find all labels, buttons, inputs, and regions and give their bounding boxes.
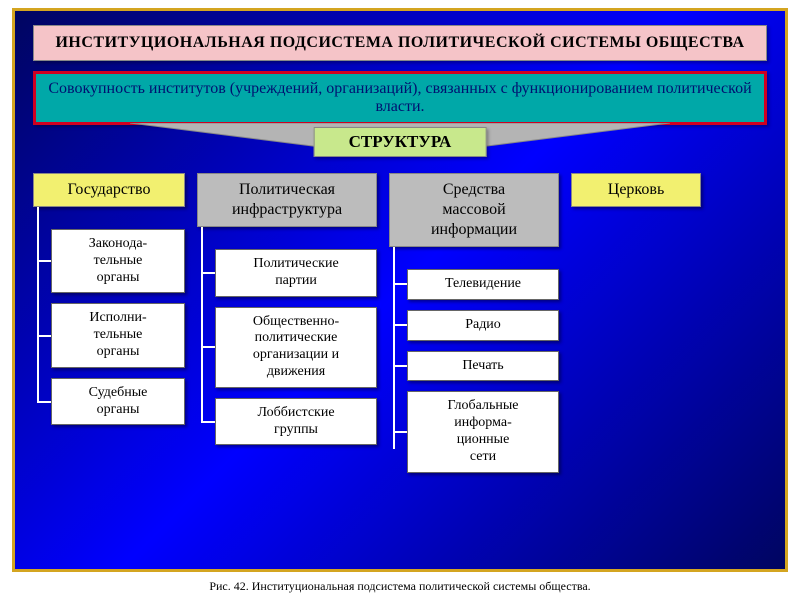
connector-tick (37, 260, 51, 262)
connector-tick (393, 365, 407, 367)
column-items: Политическиепартии Общественно-политическ… (197, 249, 377, 445)
connector-vertical (201, 227, 203, 421)
connector-vertical (393, 247, 395, 449)
caption-text: Рис. 42. Институциональная подсистема по… (209, 579, 590, 593)
item-wrap: Исполни-тельныеорганы (33, 303, 185, 367)
item-wrap: Политическиепартии (197, 249, 377, 297)
item-wrap: Лоббистскиегруппы (197, 398, 377, 446)
structure-label: СТРУКТУРА (314, 127, 487, 157)
connector-tick (37, 335, 51, 337)
column-head: Церковь (571, 173, 701, 207)
connector-tick (201, 346, 215, 348)
connector-tick (37, 401, 51, 403)
item-wrap: Законода-тельныеорганы (33, 229, 185, 293)
column-head: Государство (33, 173, 185, 207)
item-box: Лоббистскиегруппы (215, 398, 377, 446)
connector-tick (201, 421, 215, 423)
item-wrap: Общественно-политическиеорганизации идви… (197, 307, 377, 388)
item-box: Общественно-политическиеорганизации идви… (215, 307, 377, 388)
column-items: Законода-тельныеорганы Исполни-тельныеорг… (33, 229, 185, 425)
item-wrap: Телевидение (389, 269, 559, 300)
item-box: Телевидение (407, 269, 559, 300)
connector-tick (393, 283, 407, 285)
figure-caption: Рис. 42. Институциональная подсистема по… (0, 579, 800, 594)
subtitle-text: Совокупность институтов (учреждений, орг… (48, 80, 751, 115)
subtitle-box: Совокупность институтов (учреждений, орг… (33, 71, 767, 125)
column-head: Политическаяинфраструктура (197, 173, 377, 227)
structure-label-text: СТРУКТУРА (349, 132, 452, 151)
item-box: Печать (407, 351, 559, 382)
connector-tick (393, 431, 407, 433)
item-box: Политическиепартии (215, 249, 377, 297)
title-text: ИНСТИТУЦИОНАЛЬНАЯ ПОДСИСТЕМА ПОЛИТИЧЕСКО… (55, 34, 744, 51)
column-2: Средствамассовойинформации Телевидение Рад… (389, 173, 559, 473)
item-wrap: Судебныеорганы (33, 378, 185, 426)
diagram-frame: ИНСТИТУЦИОНАЛЬНАЯ ПОДСИСТЕМА ПОЛИТИЧЕСКО… (12, 8, 788, 572)
column-head: Средствамассовойинформации (389, 173, 559, 247)
item-wrap: Радио (389, 310, 559, 341)
item-box: Глобальныеинформа-ционныесети (407, 391, 559, 472)
connector-tick (201, 272, 215, 274)
column-3: Церковь (571, 173, 701, 207)
connector-tick (393, 324, 407, 326)
item-wrap: Печать (389, 351, 559, 382)
column-0: Государство Законода-тельныеорганы Исполни… (33, 173, 185, 425)
column-items: Телевидение Радио Печать Глобальныеинформа-… (389, 269, 559, 473)
column-1: Политическаяинфраструктура Политическиепа… (197, 173, 377, 445)
item-wrap: Глобальныеинформа-ционныесети (389, 391, 559, 472)
item-box: Судебныеорганы (51, 378, 185, 426)
columns-row: Государство Законода-тельныеорганы Исполни… (33, 173, 767, 473)
title-box: ИНСТИТУЦИОНАЛЬНАЯ ПОДСИСТЕМА ПОЛИТИЧЕСКО… (33, 25, 767, 61)
connector-vertical (37, 207, 39, 401)
item-box: Законода-тельныеорганы (51, 229, 185, 293)
structure-banner: СТРУКТУРА (33, 125, 767, 155)
item-box: Исполни-тельныеорганы (51, 303, 185, 367)
item-box: Радио (407, 310, 559, 341)
